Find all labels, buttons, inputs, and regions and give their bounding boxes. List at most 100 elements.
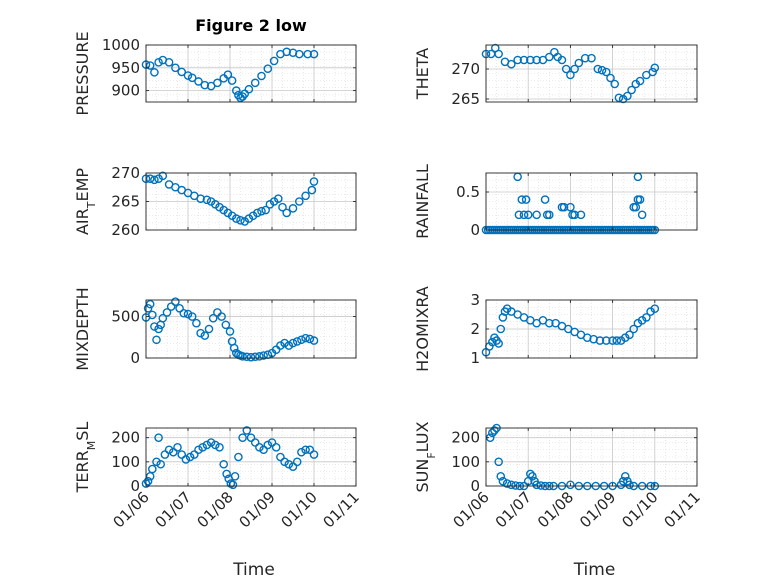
data-point <box>536 481 546 490</box>
data-point <box>171 63 180 73</box>
data-point <box>631 202 641 212</box>
y-tick-label: 0 <box>470 477 480 495</box>
data-point <box>194 77 203 86</box>
data-point <box>625 330 634 340</box>
data-point <box>566 202 575 212</box>
panel-pressure: 900 950 1000 PRESSURE <box>73 31 357 116</box>
y-tick-label: 500 <box>111 308 140 326</box>
data-point <box>618 476 628 486</box>
data-point <box>181 455 191 464</box>
data-point <box>242 352 252 362</box>
data-point <box>610 79 620 89</box>
data-point <box>623 91 632 101</box>
y-axis-label: H2OMIXRA <box>413 286 432 372</box>
data-point <box>294 49 304 59</box>
data-point <box>143 476 153 486</box>
data-point <box>150 68 159 77</box>
data-point <box>498 476 508 486</box>
data-point <box>625 480 634 490</box>
data-point <box>223 70 233 79</box>
data-point <box>595 336 605 345</box>
y-tick-label: 100 <box>111 453 140 471</box>
data-point <box>557 55 567 65</box>
data-point <box>494 457 503 467</box>
data-point <box>263 440 273 450</box>
y-axis-label-subscript: F <box>425 452 438 458</box>
data-point <box>150 175 159 185</box>
data-point <box>494 339 503 348</box>
data-point <box>528 472 537 481</box>
data-point <box>230 472 240 481</box>
data-point <box>196 194 205 203</box>
y-axis-label-main: TERR <box>73 450 92 493</box>
data-point <box>280 338 289 348</box>
y-tick-label: 200 <box>451 429 480 447</box>
data-point <box>532 55 541 65</box>
data-point <box>200 80 210 90</box>
data-point <box>273 194 283 203</box>
data-point <box>282 208 292 218</box>
data-point <box>601 336 611 345</box>
data-point <box>521 195 531 204</box>
data-point <box>183 309 193 319</box>
data-point <box>309 336 319 345</box>
data-point <box>217 312 226 321</box>
data-point <box>597 65 607 75</box>
data-point <box>559 202 569 212</box>
data-point <box>650 304 660 314</box>
x-axis-label: Time <box>232 560 275 580</box>
data-point <box>267 438 277 447</box>
y-axis-label-main: MIXDEPTH <box>73 287 92 370</box>
data-point <box>620 472 630 481</box>
data-point <box>147 464 157 474</box>
y-tick-label: 950 <box>111 59 140 77</box>
y-axis-label-main: AIR <box>73 208 92 235</box>
data-point <box>257 71 266 81</box>
data-point <box>152 335 161 345</box>
data-point <box>177 450 186 459</box>
data-point <box>231 86 241 95</box>
data-point <box>608 336 617 345</box>
data-point <box>496 472 506 481</box>
data-point <box>545 52 554 62</box>
data-point <box>305 334 315 344</box>
y-axis-label-rest: LUX <box>413 421 432 452</box>
data-point <box>231 214 241 223</box>
y-tick-label: 265 <box>451 90 480 108</box>
y-tick-label: 0 <box>130 349 140 367</box>
data-point <box>183 71 193 80</box>
data-point <box>192 318 201 328</box>
data-point <box>514 210 524 220</box>
data-point <box>154 58 163 67</box>
data-point <box>219 459 228 469</box>
y-tick-label: 1000 <box>102 36 140 54</box>
data-point <box>294 197 304 206</box>
data-point <box>303 49 313 59</box>
y-tick-label: 1 <box>470 349 480 367</box>
data-point <box>238 433 247 442</box>
axes-box <box>145 427 357 487</box>
data-point <box>168 447 178 457</box>
data-point <box>282 47 292 57</box>
data-point <box>202 440 212 450</box>
data-point <box>284 459 294 469</box>
data-point <box>228 480 238 490</box>
y-axis-label: TERRMSL <box>73 422 98 494</box>
data-point <box>307 185 317 195</box>
data-point <box>301 445 310 455</box>
y-axis-label: MIXDEPTH <box>73 287 92 370</box>
data-point <box>215 443 224 452</box>
data-point <box>246 352 256 362</box>
data-point <box>507 59 516 69</box>
data-point <box>257 206 266 216</box>
data-point <box>301 333 310 343</box>
figure-title: Figure 2 low <box>195 16 307 35</box>
panel-mixdepth: 0 500 MIXDEPTH <box>73 287 357 371</box>
data-point <box>309 450 319 459</box>
data-point <box>229 343 239 353</box>
data-point <box>269 56 279 66</box>
data-point <box>162 308 172 317</box>
data-point <box>519 55 529 65</box>
data-point <box>187 73 197 83</box>
data-point <box>200 331 210 340</box>
